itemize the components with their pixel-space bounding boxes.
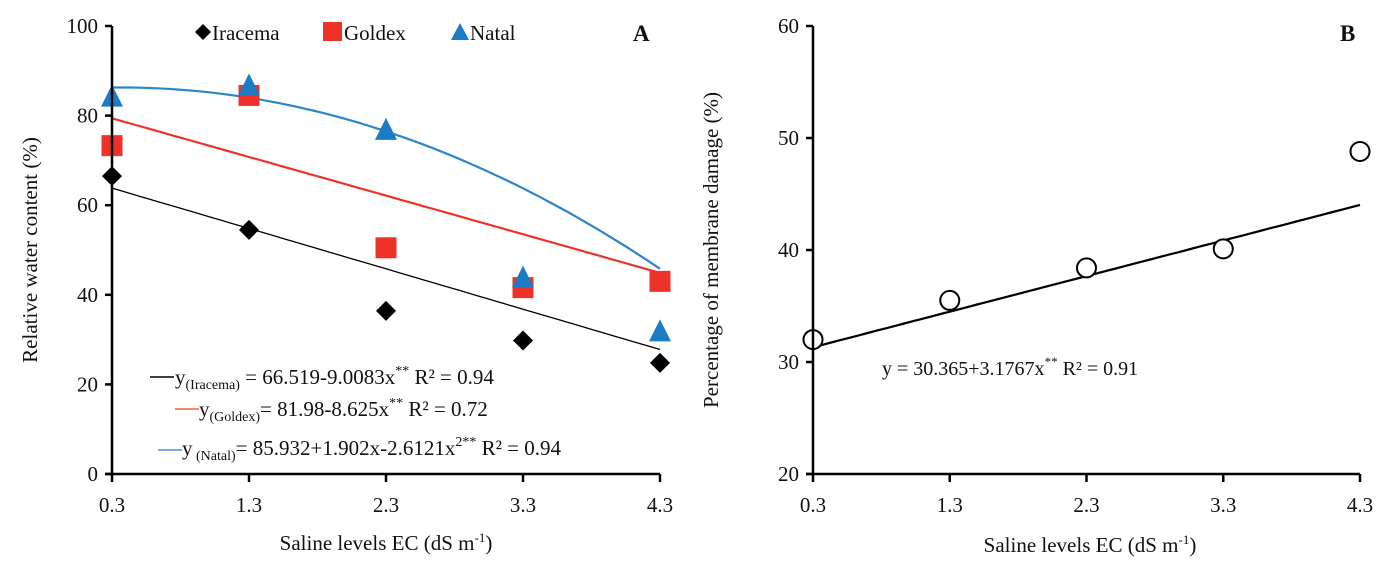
y-tick-label: 40	[77, 283, 98, 307]
y-tick-label: 0	[88, 462, 99, 486]
legend-label: Natal	[470, 21, 516, 45]
x-tick-label: 2.3	[1073, 493, 1099, 517]
y-tick-label: 60	[778, 14, 799, 38]
trend-line-goldex	[111, 117, 661, 274]
equation-text: y = 30.365+3.1767x** R² = 0.91	[882, 354, 1138, 380]
data-point-goldex	[649, 270, 671, 292]
data-point-membrane-damage	[1076, 257, 1097, 279]
equation-goldex: y(Goldex)= 81.98-8.625x** R² = 0.72	[175, 396, 488, 425]
data-point-natal	[238, 73, 260, 96]
x-axis-label: Saline levels EC (dS m-1)	[280, 530, 493, 555]
y-tick-label: 20	[77, 372, 98, 396]
y-tick-label: 60	[77, 193, 98, 217]
x-ticks: 0.3 1.3 2.3 3.3 4.3	[800, 474, 1373, 517]
x-tick-label: 1.3	[236, 493, 262, 517]
legend-item-natal: Natal	[451, 21, 516, 45]
y-tick-label: 50	[778, 126, 799, 150]
data-point-goldex	[375, 237, 397, 259]
y-tick-label: 100	[67, 14, 99, 38]
x-tick-label: 4.3	[647, 493, 673, 517]
data-point-iracema	[650, 352, 670, 373]
legend-label: Goldex	[344, 21, 406, 45]
equation-natal: y (Natal)= 85.932+1.902x-2.6121x2** R² =…	[158, 435, 561, 464]
data-point-membrane-damage	[1349, 140, 1371, 162]
x-tick-label: 3.3	[510, 493, 536, 517]
y-axis-label: Percentage of membrane damage (%)	[699, 92, 723, 408]
panel-label-a: A	[633, 21, 650, 46]
trend-line-iracema	[111, 187, 661, 351]
data-point-natal	[512, 265, 534, 288]
legend-item-goldex: Goldex	[323, 21, 406, 45]
x-tick-label: 0.3	[99, 493, 125, 517]
data-point-iracema	[513, 330, 533, 351]
data-points	[101, 73, 671, 373]
y-tick-label: 30	[778, 350, 799, 374]
y-tick-label: 40	[778, 238, 799, 262]
diamond-marker-icon	[195, 24, 211, 40]
x-tick-label: 0.3	[800, 493, 826, 517]
chart-panel-a: 0 20 40 60 80 100 0.3 1.3 2.3 3.3 4.3 Relative wa…	[18, 14, 673, 555]
x-tick-label: 2.3	[373, 493, 399, 517]
square-marker-icon	[323, 22, 342, 41]
data-point-natal	[375, 117, 397, 140]
x-axis-label: Saline levels EC (dS m-1)	[984, 532, 1197, 557]
equation-text: y (Natal)= 85.932+1.902x-2.6121x2** R² =…	[182, 435, 561, 464]
y-ticks: 0 20 40 60 80 100	[67, 14, 112, 486]
data-point-natal	[649, 319, 671, 342]
data-point-iracema	[376, 300, 396, 321]
equation-iracema: y(Iracema) = 66.519-9.0083x** R² = 0.94	[150, 364, 494, 393]
equation-text: y(Iracema) = 66.519-9.0083x** R² = 0.94	[175, 364, 494, 393]
data-point-membrane-damage	[1212, 238, 1234, 260]
x-tick-label: 4.3	[1347, 493, 1373, 517]
data-points	[802, 140, 1371, 351]
data-point-membrane-damage	[939, 289, 961, 311]
y-ticks: 20 30 40 50 60	[778, 14, 813, 486]
panel-label-b: B	[1340, 21, 1355, 46]
equation-text: y(Goldex)= 81.98-8.625x** R² = 0.72	[199, 396, 488, 425]
y-axis-label: Relative water content (%)	[18, 137, 42, 363]
y-tick-label: 20	[778, 462, 799, 486]
x-tick-label: 1.3	[937, 493, 963, 517]
x-tick-label: 3.3	[1210, 493, 1236, 517]
legend-label: Iracema	[212, 21, 280, 45]
chart-panel-b: 20 30 40 50 60 0.3 1.3 2.3 3.3 4.3 Percentage of…	[699, 14, 1373, 557]
x-ticks: 0.3 1.3 2.3 3.3 4.3	[99, 474, 673, 517]
triangle-marker-icon	[451, 23, 469, 40]
legend: Iracema Goldex Natal	[195, 21, 516, 45]
y-tick-label: 80	[77, 104, 98, 128]
legend-item-iracema: Iracema	[195, 21, 280, 45]
equation-membrane-damage: y = 30.365+3.1767x** R² = 0.91	[882, 354, 1138, 380]
data-point-iracema	[239, 219, 259, 240]
